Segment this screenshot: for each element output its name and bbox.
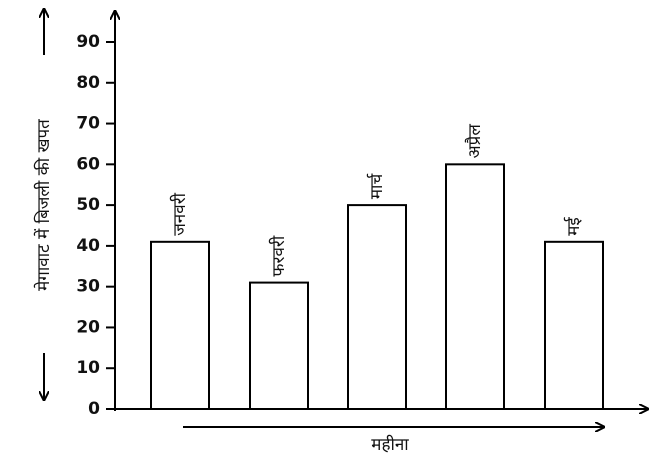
y-axis-title: मेगावाट में बिजली की खपत — [33, 119, 54, 291]
y-tick-label: 40 — [76, 236, 100, 256]
y-tick-label: 30 — [76, 277, 100, 297]
y-tick-label: 20 — [76, 317, 100, 337]
bar-group — [150, 163, 604, 411]
bar — [249, 281, 309, 411]
bar-category-label: जनवरी — [169, 192, 190, 235]
y-tick-label: 10 — [76, 358, 100, 378]
y-tick-label: 70 — [76, 114, 100, 134]
bar — [150, 240, 210, 410]
bar-category-label: फरवरी — [268, 235, 289, 276]
x-axis-title: महीना — [371, 434, 409, 455]
bar — [544, 240, 604, 410]
bar — [347, 204, 407, 410]
y-tick-label: 80 — [76, 73, 100, 93]
bar-category-label: अप्रैल — [464, 124, 485, 159]
bar-label-group: जनवरी फरवरी मार्च अप्रैल मई — [169, 124, 584, 277]
bar-category-label: मार्च — [366, 173, 387, 200]
y-tick-label: 0 — [88, 399, 100, 419]
y-tick-label: 90 — [76, 32, 100, 52]
y-tick-label: 50 — [76, 195, 100, 215]
bar-category-label: मई — [563, 216, 584, 236]
y-tick-group: 0 10 20 30 40 50 60 70 80 90 — [76, 32, 115, 419]
bar — [445, 163, 505, 410]
y-tick-label: 60 — [76, 154, 100, 174]
